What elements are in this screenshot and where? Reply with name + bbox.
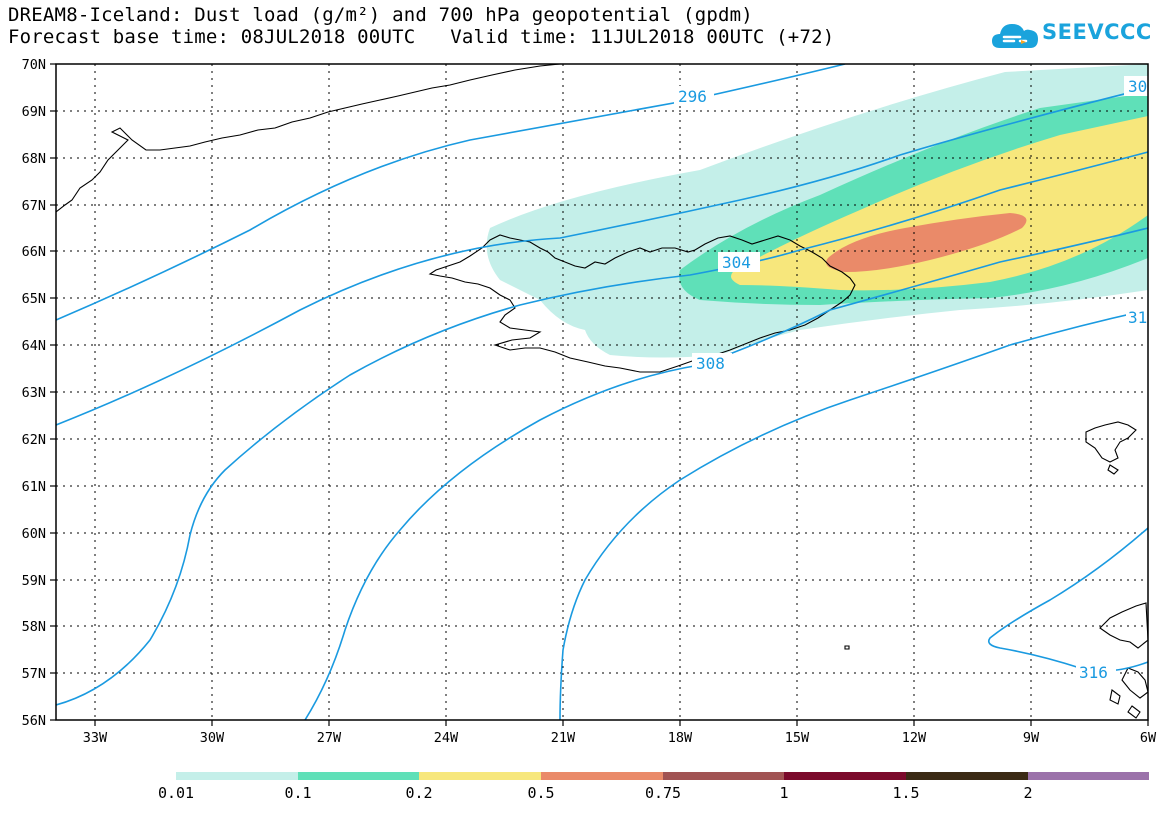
legend-label: 2 xyxy=(1023,784,1033,802)
legend-swatch xyxy=(784,772,906,780)
lat-label: 68N xyxy=(22,151,46,167)
longitude-labels: 33W 30W 27W 24W 21W 18W 15W 12W 9W 6W xyxy=(83,730,1157,746)
legend-swatch xyxy=(906,772,1028,780)
map-title: DREAM8-Iceland: Dust load (g/m²) and 700… xyxy=(8,4,753,26)
lon-label: 6W xyxy=(1140,730,1157,746)
legend-swatch xyxy=(298,772,419,780)
lat-label: 60N xyxy=(22,526,46,542)
scotland-coast xyxy=(1099,602,1148,649)
greenland-coast xyxy=(56,64,561,213)
lat-label: 63N xyxy=(22,385,46,401)
legend-label: 0.2 xyxy=(405,784,433,802)
contour-label-308: 308 xyxy=(696,354,725,373)
dust-band-0.2 xyxy=(731,116,1148,291)
color-legend xyxy=(176,772,1149,780)
lon-label: 24W xyxy=(434,730,459,746)
legend-label: 1.5 xyxy=(892,784,920,802)
legend-swatch xyxy=(176,772,298,780)
lat-label: 62N xyxy=(22,432,46,448)
lon-label: 30W xyxy=(200,730,225,746)
contour-296 xyxy=(56,64,846,321)
tick-marks xyxy=(50,63,1149,726)
legend-swatch xyxy=(419,772,541,780)
lat-label: 61N xyxy=(22,479,46,495)
contour-300 xyxy=(56,87,1148,426)
contour-label-316: 316 xyxy=(1079,663,1108,682)
latitude-labels: 70N 69N 68N 67N 66N 65N 64N 63N 62N 61N … xyxy=(22,57,46,729)
lon-label: 27W xyxy=(317,730,342,746)
contour-label-304: 304 xyxy=(722,253,751,272)
lat-label: 56N xyxy=(22,713,46,729)
lat-label: 58N xyxy=(22,619,46,635)
lon-label: 33W xyxy=(83,730,108,746)
graticule xyxy=(56,64,1148,720)
contour-304 xyxy=(56,151,1148,706)
contour-label-31: 31 xyxy=(1128,308,1147,327)
legend-label: 0.1 xyxy=(284,784,312,802)
contour-312 xyxy=(559,309,1148,720)
lat-label: 65N xyxy=(22,291,46,307)
contour-label-30: 30 xyxy=(1128,77,1147,96)
legend-swatch xyxy=(541,772,663,780)
contour-308 xyxy=(304,227,1148,720)
lat-label: 64N xyxy=(22,338,46,354)
seevccc-logo: SEEVCCC xyxy=(990,16,1152,60)
contour-label-296: 296 xyxy=(678,87,707,106)
contour-labels: 296 30 304 308 31 316 xyxy=(674,76,1148,682)
legend-swatch xyxy=(1028,772,1149,780)
lat-label: 59N xyxy=(22,573,46,589)
lon-label: 18W xyxy=(668,730,693,746)
lon-label: 12W xyxy=(902,730,927,746)
map-subtitle: Forecast base time: 08JUL2018 00UTC Vali… xyxy=(8,26,835,48)
lon-label: 9W xyxy=(1023,730,1040,746)
legend-label: 0.5 xyxy=(527,784,555,802)
legend-label: 1 xyxy=(779,784,789,802)
legend-label: 0.75 xyxy=(644,784,682,802)
lat-label: 67N xyxy=(22,198,46,214)
lat-label: 69N xyxy=(22,104,46,120)
contour-316 xyxy=(987,527,1148,672)
logo-text: SEEVCCC xyxy=(1042,20,1152,44)
lat-label: 57N xyxy=(22,666,46,682)
cloud-icon xyxy=(992,24,1038,48)
lon-label: 15W xyxy=(785,730,810,746)
legend-swatch xyxy=(663,772,784,780)
lat-label: 70N xyxy=(22,57,46,73)
lon-label: 21W xyxy=(551,730,576,746)
legend-label: 0.01 xyxy=(157,784,195,802)
dust-band-0.5 xyxy=(826,213,1027,272)
lat-label: 66N xyxy=(22,244,46,260)
faroe-coast xyxy=(1085,421,1137,463)
geopotential-contours xyxy=(56,64,1148,720)
